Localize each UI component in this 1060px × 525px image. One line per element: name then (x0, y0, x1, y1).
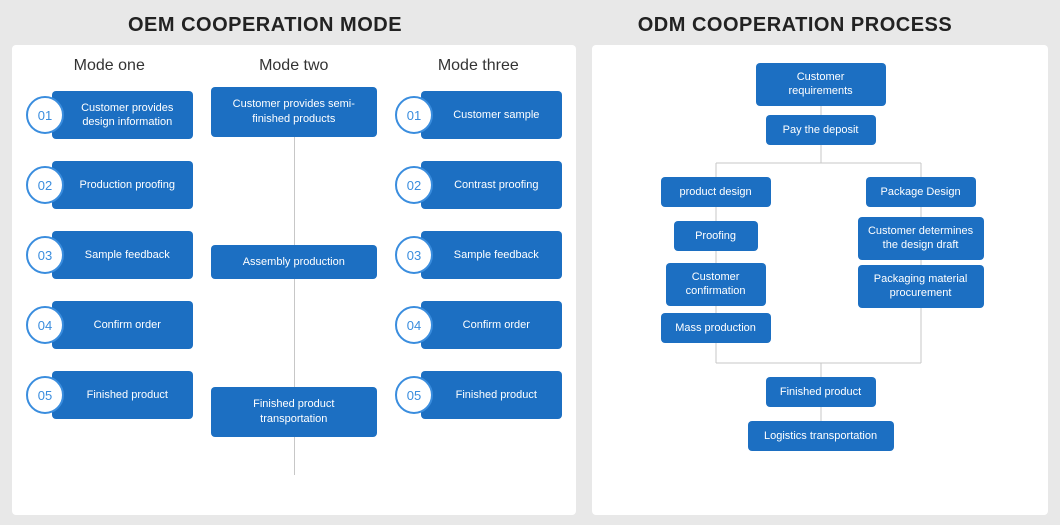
odm-node-pmp: Packaging material procurement (858, 265, 984, 308)
oem-mode3-col: Mode three 01Customer sample 02Contrast p… (395, 57, 562, 505)
odm-node-pkg: Package Design (866, 177, 976, 207)
odm-node-cc: Customer confirmation (666, 263, 766, 306)
mode3-step: 05Finished product (395, 367, 562, 423)
mode3-label: Mode three (438, 57, 519, 75)
mode3-step: 02Contrast proofing (395, 157, 562, 213)
step-box: Finished product (421, 371, 562, 419)
mode3-step: 01Customer sample (395, 87, 562, 143)
mode2-step-box: Finished product transportation (211, 387, 378, 437)
odm-node-fp: Finished product (766, 377, 876, 407)
odm-panel: Customer requirements Pay the deposit prod… (592, 45, 1048, 515)
step-box: Sample feedback (52, 231, 193, 279)
step-number: 04 (395, 306, 433, 344)
odm-node-pf: Proofing (674, 221, 758, 251)
step-box: Confirm order (52, 301, 193, 349)
step-number: 01 (26, 96, 64, 134)
odm-node-req: Customer requirements (756, 63, 886, 106)
odm-node-mp: Mass production (661, 313, 771, 343)
step-number: 01 (395, 96, 433, 134)
oem-title: OEM COOPERATION MODE (0, 14, 530, 37)
mode1-step: 02Production proofing (26, 157, 193, 213)
step-box: Sample feedback (421, 231, 562, 279)
odm-node-log: Logistics transportation (748, 421, 894, 451)
step-box: Customer sample (421, 91, 562, 139)
step-number: 04 (26, 306, 64, 344)
mode2-step-box: Assembly production (211, 245, 378, 280)
mode3-step: 03Sample feedback (395, 227, 562, 283)
step-number: 03 (395, 236, 433, 274)
step-box: Confirm order (421, 301, 562, 349)
step-box: Finished product (52, 371, 193, 419)
step-number: 05 (26, 376, 64, 414)
step-number: 03 (26, 236, 64, 274)
mode1-step: 04Confirm order (26, 297, 193, 353)
mode2-label: Mode two (259, 57, 328, 75)
mode1-label: Mode one (74, 57, 145, 75)
step-number: 05 (395, 376, 433, 414)
oem-panel: Mode one 01Customer provides design info… (12, 45, 576, 515)
mode1-step: 03Sample feedback (26, 227, 193, 283)
mode1-step: 01Customer provides design information (26, 87, 193, 143)
odm-node-dd: Customer determines the design draft (858, 217, 984, 260)
step-number: 02 (395, 166, 433, 204)
odm-node-pd: product design (661, 177, 771, 207)
odm-title: ODM COOPERATION PROCESS (530, 14, 1060, 37)
step-number: 02 (26, 166, 64, 204)
mode3-step: 04Confirm order (395, 297, 562, 353)
oem-mode1-col: Mode one 01Customer provides design info… (26, 57, 193, 505)
oem-mode2-col: Mode two Customer provides semi-finished… (211, 57, 378, 505)
step-box: Customer provides design information (52, 91, 193, 139)
mode2-step-box: Customer provides semi-finished products (211, 87, 378, 137)
step-box: Contrast proofing (421, 161, 562, 209)
odm-node-dep: Pay the deposit (766, 115, 876, 145)
step-box: Production proofing (52, 161, 193, 209)
mode1-step: 05Finished product (26, 367, 193, 423)
